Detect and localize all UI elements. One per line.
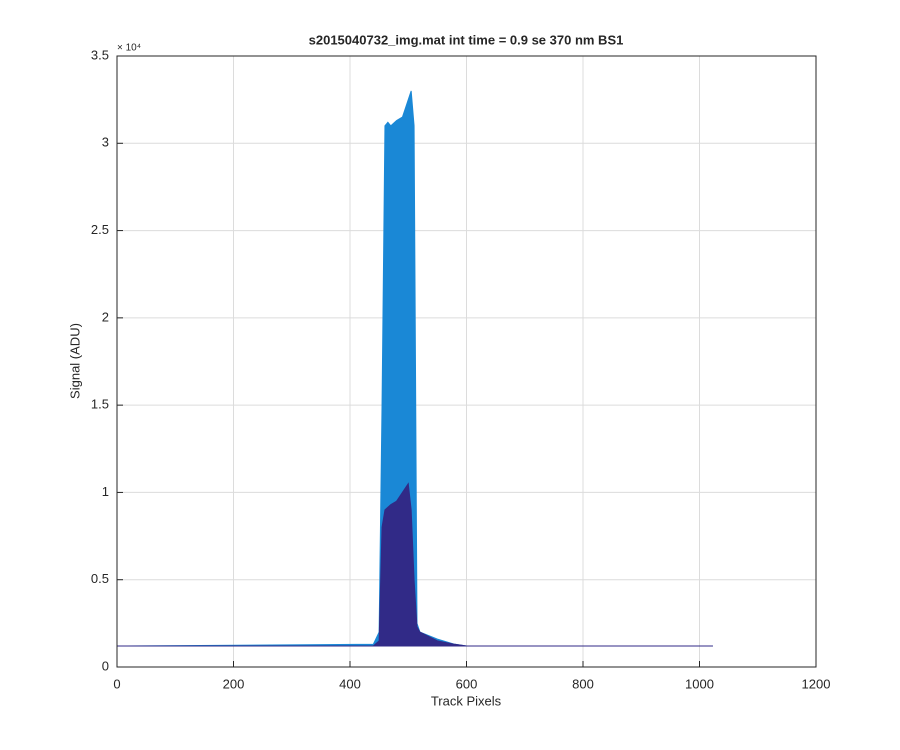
y-multiplier: × 10⁴ — [117, 43, 141, 54]
y-tick-label: 3.5 — [91, 47, 109, 62]
y-tick-label: 0 — [102, 658, 109, 673]
x-tick-label: 200 — [223, 676, 245, 691]
series-line — [117, 482, 713, 647]
y-tick-label: 0.5 — [91, 571, 109, 586]
x-tick-label: 800 — [572, 676, 594, 691]
y-tick-label: 3 — [102, 135, 109, 150]
y-tick-label: 2.5 — [91, 222, 109, 237]
x-axis-label: Track Pixels — [431, 693, 502, 708]
y-tick-label: 1 — [102, 484, 109, 499]
y-axis-label: Signal (ADU) — [67, 323, 82, 399]
chart-title: s2015040732_img.mat int time = 0.9 se 37… — [309, 32, 624, 47]
x-tick-label: 1000 — [685, 676, 714, 691]
x-tick-label: 400 — [339, 676, 361, 691]
x-tick-label: 600 — [456, 676, 478, 691]
y-tick-label: 2 — [102, 309, 109, 324]
x-tick-label: 1200 — [802, 676, 831, 691]
x-tick-label: 0 — [113, 676, 120, 691]
y-tick-label: 1.5 — [91, 397, 109, 412]
